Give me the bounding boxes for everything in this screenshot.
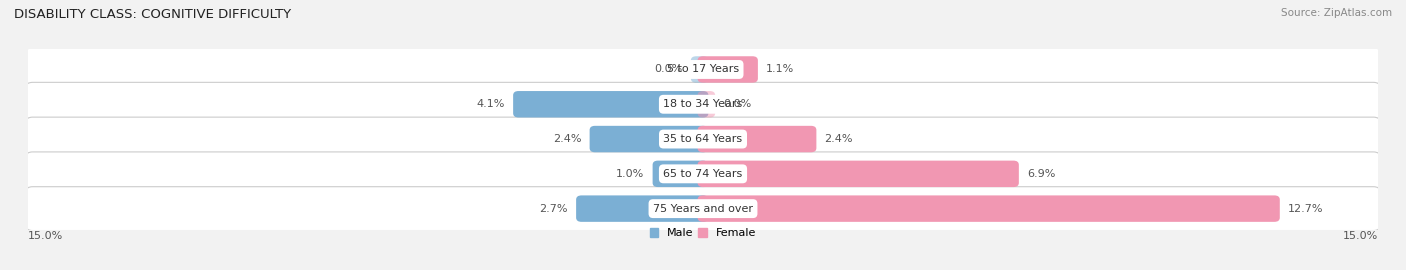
FancyBboxPatch shape (576, 195, 709, 222)
Text: 12.7%: 12.7% (1288, 204, 1323, 214)
Text: 18 to 34 Years: 18 to 34 Years (664, 99, 742, 109)
Text: 4.1%: 4.1% (477, 99, 505, 109)
Text: 2.7%: 2.7% (540, 204, 568, 214)
Text: 0.0%: 0.0% (655, 65, 683, 75)
Text: 5 to 17 Years: 5 to 17 Years (666, 65, 740, 75)
FancyBboxPatch shape (690, 56, 709, 83)
Text: 6.9%: 6.9% (1026, 169, 1056, 179)
FancyBboxPatch shape (25, 117, 1381, 161)
Text: 75 Years and over: 75 Years and over (652, 204, 754, 214)
FancyBboxPatch shape (25, 48, 1381, 91)
Text: DISABILITY CLASS: COGNITIVE DIFFICULTY: DISABILITY CLASS: COGNITIVE DIFFICULTY (14, 8, 291, 21)
Text: 0.0%: 0.0% (723, 99, 751, 109)
Text: 15.0%: 15.0% (28, 231, 63, 241)
FancyBboxPatch shape (513, 91, 709, 117)
FancyBboxPatch shape (25, 187, 1381, 231)
Text: 1.0%: 1.0% (616, 169, 644, 179)
FancyBboxPatch shape (652, 161, 709, 187)
FancyBboxPatch shape (697, 56, 758, 83)
Text: Source: ZipAtlas.com: Source: ZipAtlas.com (1281, 8, 1392, 18)
Text: 15.0%: 15.0% (1343, 231, 1378, 241)
FancyBboxPatch shape (697, 161, 1019, 187)
FancyBboxPatch shape (25, 82, 1381, 126)
FancyBboxPatch shape (697, 126, 817, 152)
FancyBboxPatch shape (697, 195, 1279, 222)
FancyBboxPatch shape (697, 91, 716, 117)
Text: 1.1%: 1.1% (766, 65, 794, 75)
FancyBboxPatch shape (25, 152, 1381, 196)
Legend: Male, Female: Male, Female (650, 228, 756, 238)
FancyBboxPatch shape (589, 126, 709, 152)
Text: 65 to 74 Years: 65 to 74 Years (664, 169, 742, 179)
Text: 35 to 64 Years: 35 to 64 Years (664, 134, 742, 144)
Text: 2.4%: 2.4% (824, 134, 853, 144)
Text: 2.4%: 2.4% (553, 134, 582, 144)
